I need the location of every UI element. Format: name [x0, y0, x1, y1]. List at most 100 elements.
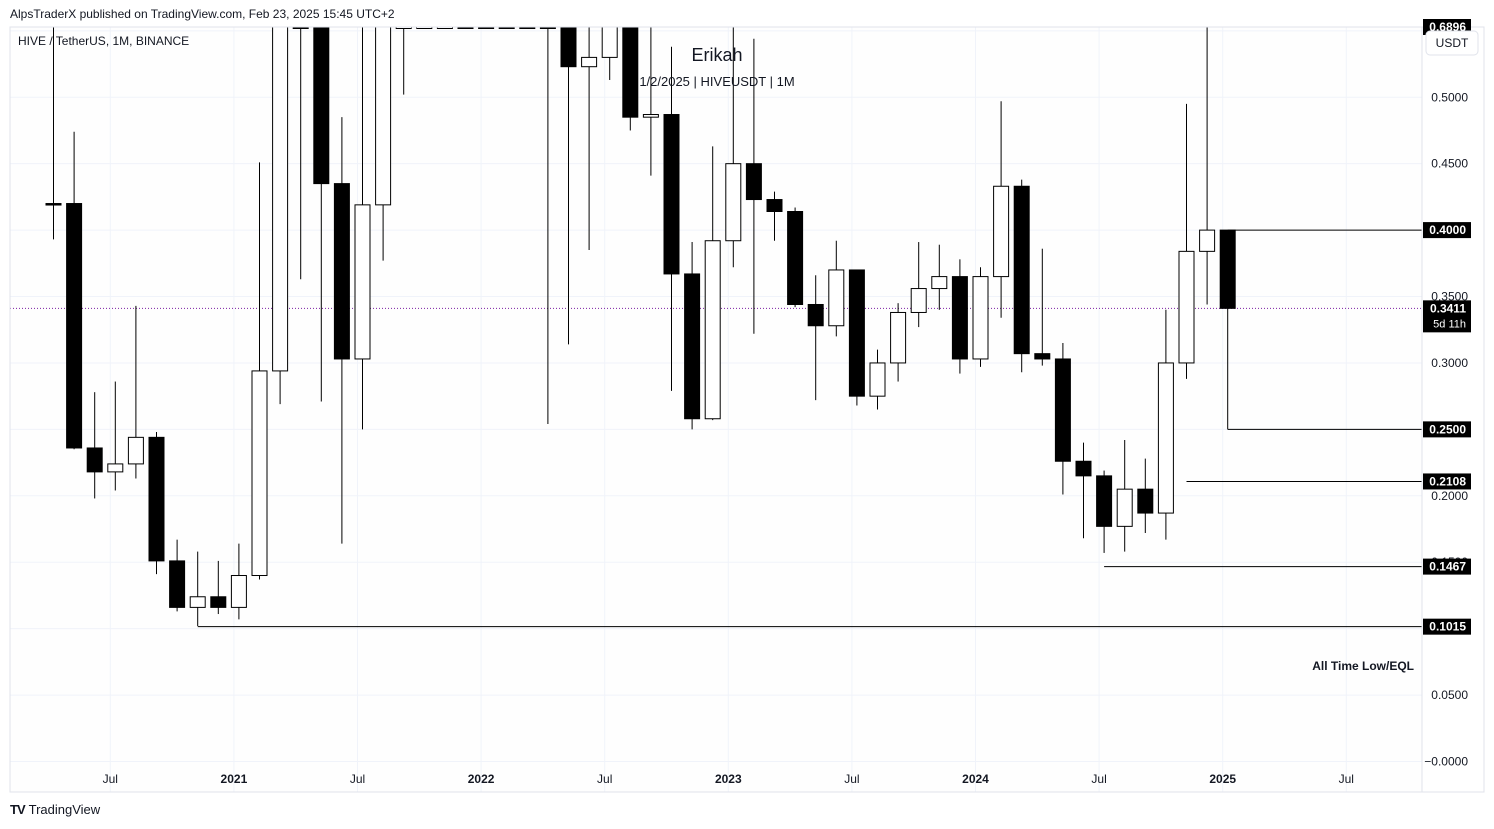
y-tick-label: 0.2000 [1431, 489, 1468, 503]
time-axis: Jul 2021 Jul 2022 Jul 2023 Jul 2024 Jul 2025 Jul [103, 772, 1354, 786]
candle-body-up [1116, 488, 1133, 527]
candle [910, 242, 927, 328]
candle-body-up [890, 311, 907, 364]
footer-brand[interactable]: TV TradingView [10, 802, 100, 817]
candle [663, 46, 680, 391]
candle-body-down [766, 199, 783, 213]
candle [66, 131, 83, 450]
candle-body-up [869, 362, 886, 397]
publish-info: AlpsTraderX published on TradingView.com… [10, 7, 395, 21]
candle-body-up [1157, 362, 1174, 514]
candle-body-up [1178, 250, 1195, 364]
tradingview-logo-icon: TV [10, 802, 26, 817]
candle-body-down [45, 203, 62, 206]
candle [169, 539, 186, 612]
y-tick-label: 0.0500 [1431, 688, 1468, 702]
candle-countdown: 5d 11h [1433, 318, 1466, 330]
chart-frame [9, 26, 1485, 793]
candle [1013, 179, 1030, 373]
current-price-label: 0.3411 5d 11h [1423, 300, 1471, 333]
y-tick-label: 0.4500 [1431, 157, 1468, 171]
candle-body-up [725, 163, 742, 242]
candle-body-down [210, 596, 227, 608]
candle-body-down [313, 26, 330, 185]
level-price-label-text: 0.4000 [1429, 223, 1466, 237]
candle [890, 303, 907, 382]
candle-body-down [951, 276, 968, 360]
candle [704, 146, 721, 421]
candle-body-down [1034, 353, 1051, 360]
candle-body-up [828, 269, 845, 327]
candle [869, 349, 886, 410]
candle [333, 117, 350, 544]
candle [642, 27, 659, 176]
x-tick-label: Jul [1091, 772, 1106, 786]
candle [601, 26, 618, 80]
x-tick-label: 2023 [715, 772, 742, 786]
level-price-label-bg [1423, 558, 1471, 575]
candle [766, 191, 783, 241]
candle-body-down [86, 447, 103, 473]
candle [148, 432, 165, 575]
candle-body-up [107, 463, 124, 473]
candle [127, 305, 144, 479]
level-price-label: 0.1467 [1423, 558, 1471, 575]
symbol-label: HIVE / TetherUS, 1M, BINANCE [18, 34, 189, 48]
level-price-label-text: 0.1467 [1429, 560, 1466, 574]
candle-body-down [848, 269, 865, 397]
candle [1219, 229, 1236, 430]
candle-body-down [560, 26, 577, 68]
level-price-label-bg [1423, 222, 1471, 239]
x-tick-label: 2022 [468, 772, 495, 786]
candle-body-up [910, 288, 927, 313]
level-price-label: 0.4000 [1423, 222, 1471, 239]
candle [1116, 440, 1133, 552]
candle-body-down [333, 183, 350, 360]
candle [1199, 27, 1216, 305]
candle-body-down [684, 273, 701, 420]
candle-body-down [663, 114, 680, 275]
x-tick-label: 2021 [221, 772, 248, 786]
candle-body-up [1199, 229, 1216, 252]
candle [807, 275, 824, 401]
candle [189, 551, 206, 626]
level-price-label-text: 0.2108 [1429, 474, 1466, 488]
level-price-label: 0.1015 [1423, 618, 1471, 635]
candle-body-up [993, 185, 1010, 278]
candle [951, 259, 968, 374]
candle [725, 27, 742, 268]
candle [107, 381, 124, 491]
candle [581, 27, 598, 251]
candle-body-down [1054, 358, 1071, 462]
candle [210, 560, 227, 615]
candle-body-down [169, 560, 186, 608]
candle [972, 267, 989, 367]
candle [1178, 103, 1195, 379]
x-tick-label: Jul [103, 772, 118, 786]
candle [86, 392, 103, 499]
candles [45, 26, 1236, 626]
level-price-label-bg [1423, 421, 1471, 438]
candle [230, 543, 247, 620]
candle [354, 27, 371, 430]
level-price-label: 0.2500 [1423, 421, 1471, 438]
candle [272, 26, 289, 405]
candle-body-up [189, 596, 206, 608]
annotation-all-time-low: All Time Low/EQL [1312, 659, 1414, 673]
currency-button[interactable]: USDT [1425, 30, 1479, 56]
candle-body-up [581, 56, 598, 68]
candle [745, 38, 762, 334]
candle-body-down [1096, 475, 1113, 527]
candle-body-down [66, 203, 83, 449]
level-price-label-text: 0.2500 [1429, 422, 1466, 436]
candle-body-up [354, 204, 371, 360]
candle [1075, 442, 1092, 539]
candle [993, 101, 1010, 318]
candle [787, 207, 804, 308]
y-tick-label: −0.0000 [1424, 755, 1468, 769]
candle-body-up [251, 370, 268, 577]
level-price-label-text: 0.1015 [1429, 620, 1466, 634]
chart-subtitle: 1/2/2025 | HIVEUSDT | 1M [639, 74, 794, 89]
candle-body-up [931, 276, 948, 290]
